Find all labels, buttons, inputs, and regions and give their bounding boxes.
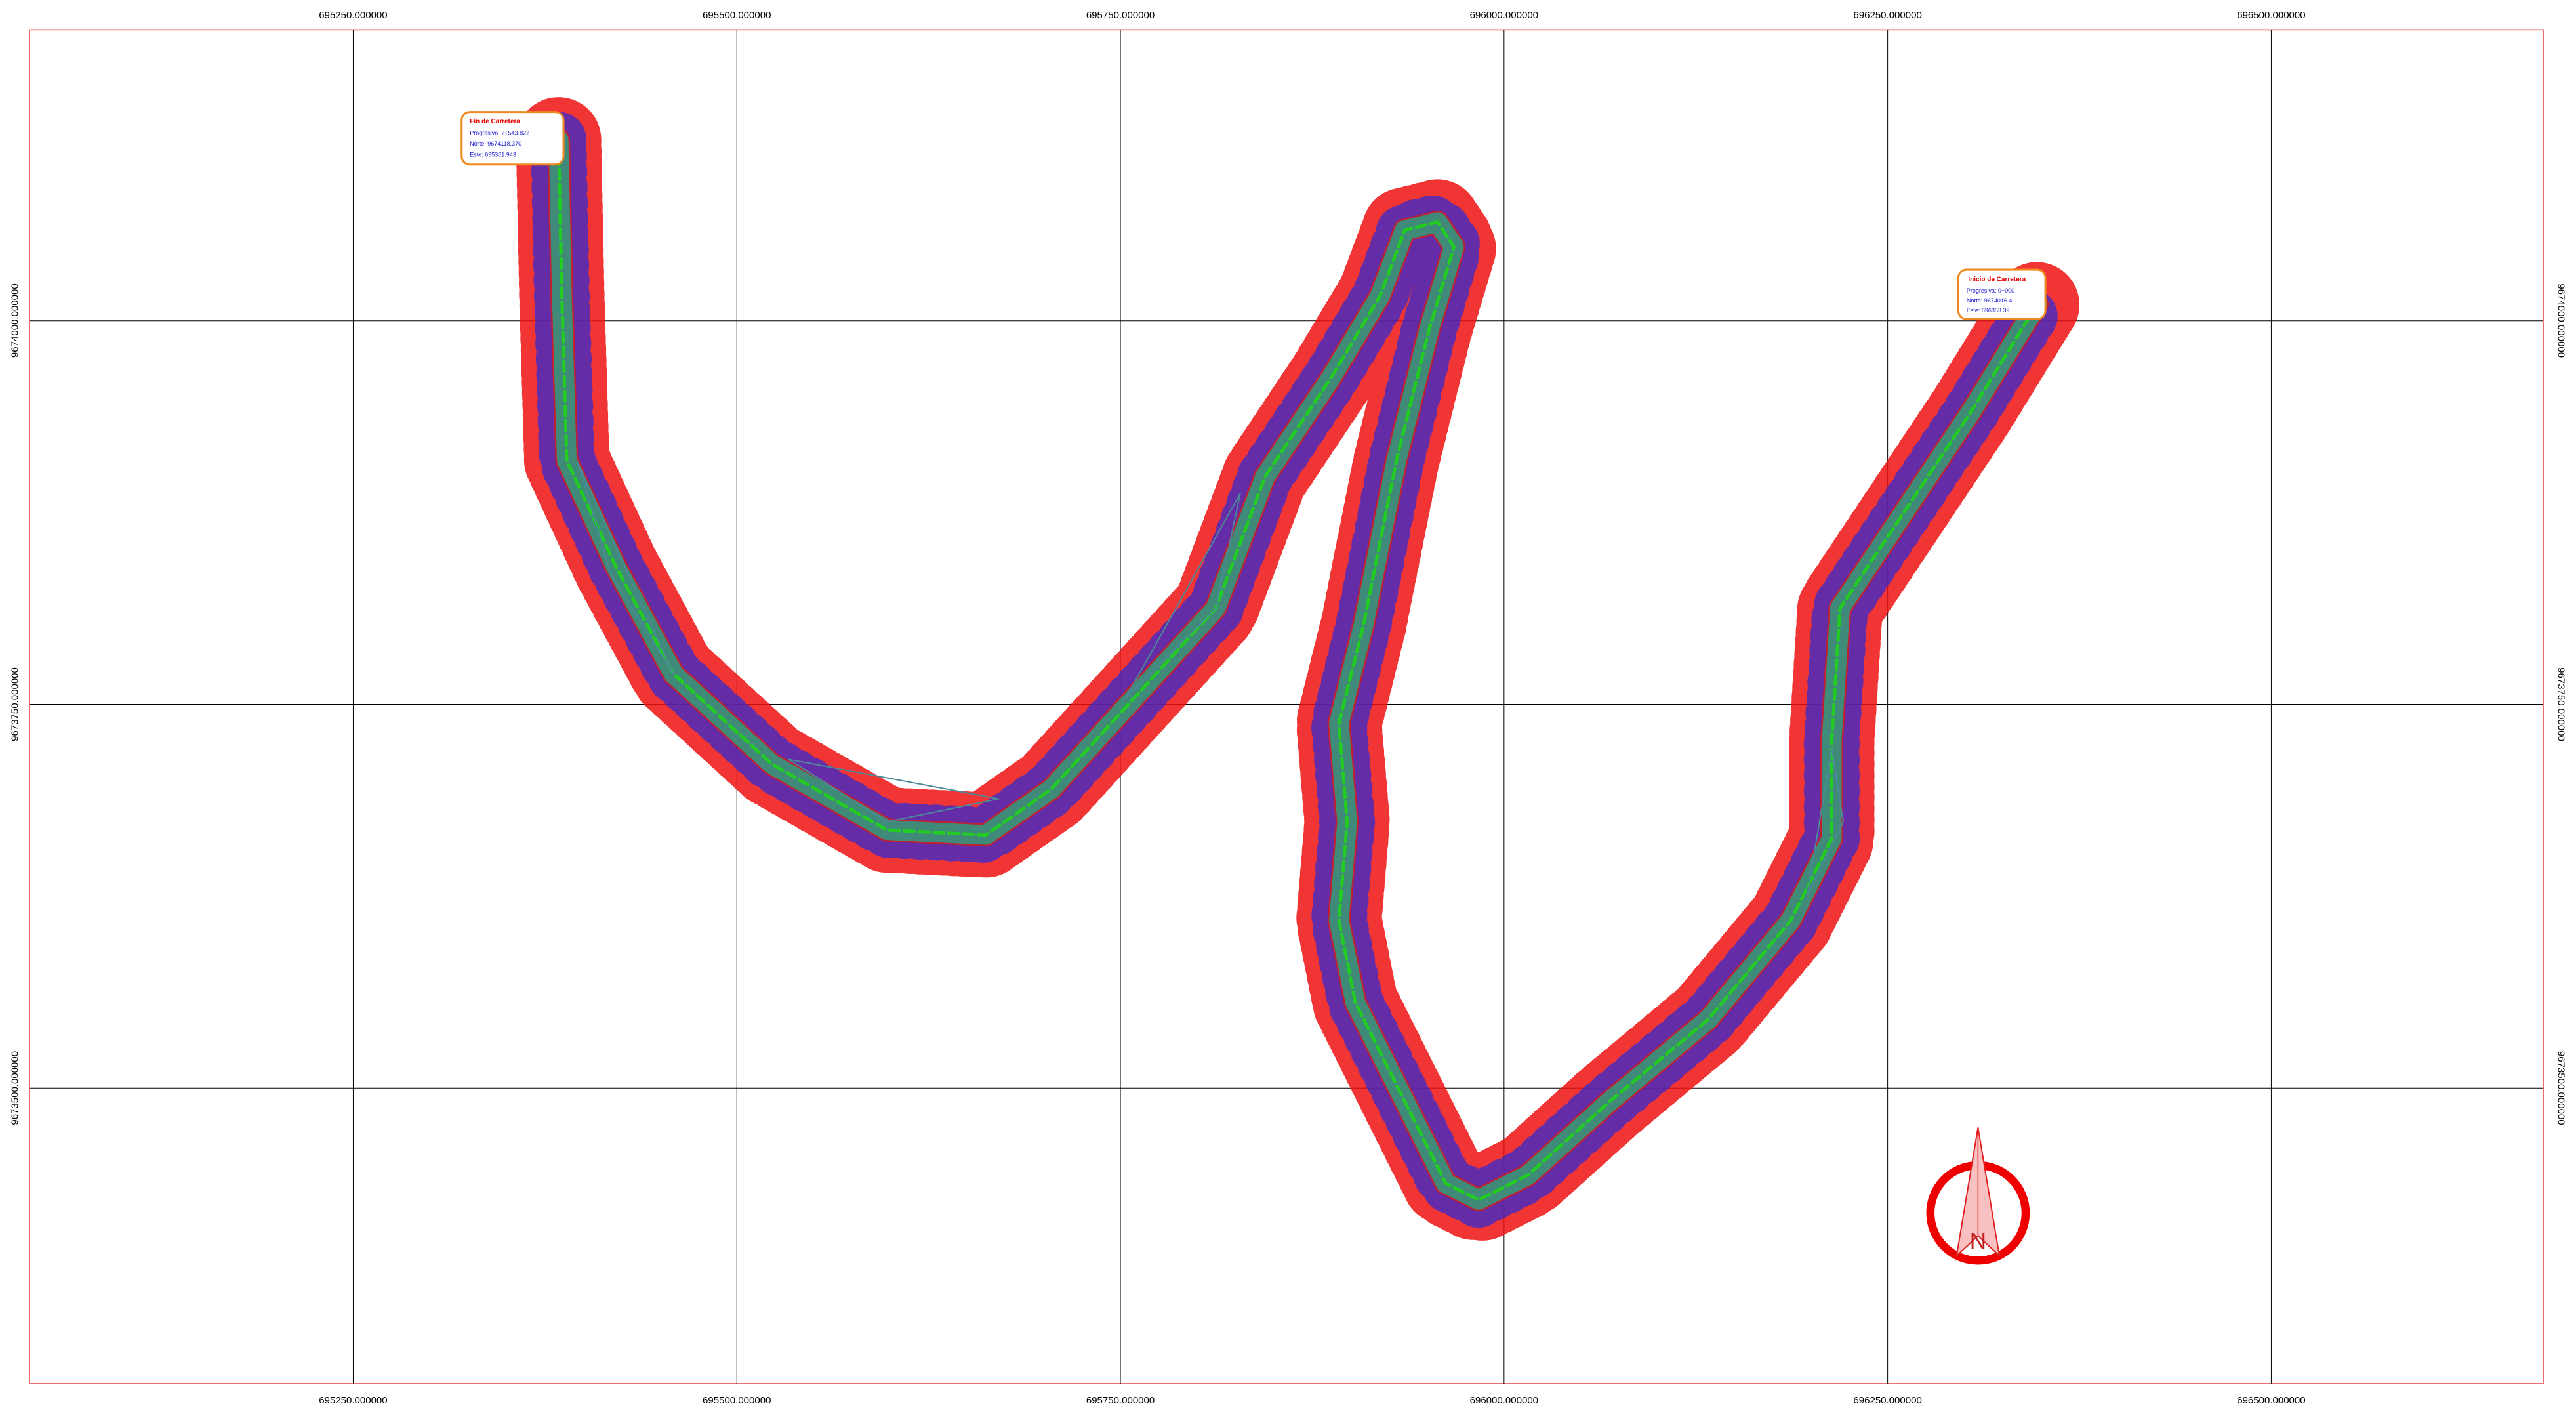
slope-fill <box>788 758 1000 823</box>
box-line: Norte: 9674016.4 <box>1967 297 2013 304</box>
easting-label: 696500.000000 <box>2237 1395 2305 1406</box>
easting-label: 696250.000000 <box>1853 10 1921 21</box>
end-box: Fin de Carretera Progresiva: 2+543.822 N… <box>460 111 565 166</box>
easting-label: 695250.000000 <box>319 1395 387 1406</box>
northing-label: 9673500.000000 <box>2555 1051 2566 1125</box>
slope-fill <box>1806 747 1845 897</box>
northing-label: 9674000.000000 <box>2555 283 2566 358</box>
northing-label: 9673750.000000 <box>10 667 21 741</box>
start-box: Inicio de Carretera Progresiva: 0+000 No… <box>1957 268 2047 320</box>
easting-label: 696250.000000 <box>1853 1395 1921 1406</box>
box-line: Norte: 9674118.370 <box>470 140 521 147</box>
easting-label: 696500.000000 <box>2237 10 2305 21</box>
easting-label: 695250.000000 <box>319 10 387 21</box>
easting-label: 695750.000000 <box>1086 1395 1155 1406</box>
northing-label: 9673750.000000 <box>2555 667 2566 741</box>
slope-fill <box>577 463 674 675</box>
box-frame <box>1957 268 2047 320</box>
easting-label: 696000.000000 <box>1470 10 1538 21</box>
box-line: Este: 695381.943 <box>470 151 516 157</box>
box-line: Este: 696353.39 <box>1967 307 2010 314</box>
road <box>516 97 2080 1243</box>
northing-label: 9673500.000000 <box>10 1051 21 1125</box>
box-title: Fin de Carretera <box>470 118 520 125</box>
road-centerline <box>557 138 2039 1202</box>
north-arrow: N <box>1926 1127 2030 1265</box>
box-line: Progresiva: 2+543.822 <box>470 130 529 136</box>
box-frame <box>460 111 565 166</box>
easting-label: 695500.000000 <box>703 1395 771 1406</box>
box-line: Progresiva: 0+000 <box>1967 287 2014 294</box>
northing-label: 9674000.000000 <box>10 283 21 358</box>
grid: 695250.000000 695250.000000 695500.000000 6… <box>10 10 2567 1406</box>
easting-label: 695750.000000 <box>1086 10 1155 21</box>
easting-label: 696000.000000 <box>1470 1395 1538 1406</box>
easting-label: 695500.000000 <box>703 10 771 21</box>
north-label: N <box>1970 1229 1986 1255</box>
box-title: Inicio de Carretera <box>1968 276 2026 283</box>
slope-fill <box>1124 492 1241 699</box>
frame <box>29 29 2544 1384</box>
